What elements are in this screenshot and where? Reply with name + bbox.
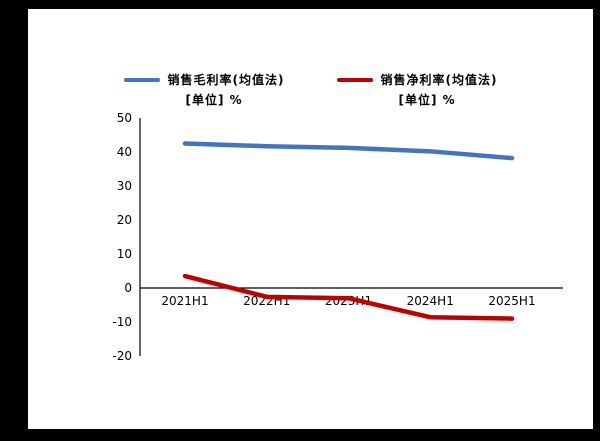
blue-line-swatch-icon (123, 77, 160, 82)
series-line-1 (182, 273, 515, 321)
legend-row: 销售净利率(均值法) (336, 71, 498, 88)
y-tick-label: 30 (117, 179, 132, 193)
legend-label: 销售毛利率(均值法) (167, 73, 285, 87)
y-tick-label: 20 (117, 213, 132, 227)
x-tick-label: 2024H1 (407, 294, 454, 308)
y-tick-label: 40 (117, 145, 132, 159)
red-line-swatch-icon (336, 77, 373, 82)
y-tick-label: 0 (124, 281, 132, 295)
y-tick-label: 10 (117, 247, 132, 261)
x-tick-label: 2025H1 (488, 294, 535, 308)
legend-item-net-margin: 销售净利率(均值法) [单位] % (336, 71, 498, 108)
y-tick-label: 50 (117, 111, 132, 125)
series-line-0 (182, 141, 515, 161)
legend-row: 销售毛利率(均值法) (123, 71, 285, 88)
x-tick-label: 2021H1 (161, 294, 208, 308)
legend-item-gross-margin: 销售毛利率(均值法) [单位] % (123, 71, 285, 108)
chart-canvas: 50 40 30 20 10 0 -10 -20 2021H1 2022H1 2023H1 2024H… (28, 9, 593, 429)
y-tick-label: -20 (112, 349, 132, 363)
legend-unit-label: [单位] % (185, 93, 243, 107)
legend: 销售毛利率(均值法) [单位] % 销售净利率(均值法) [单位] % (28, 71, 593, 108)
y-tick-label: -10 (112, 315, 132, 329)
legend-label: 销售净利率(均值法) (380, 73, 498, 87)
legend-unit-label: [单位] % (398, 93, 456, 107)
